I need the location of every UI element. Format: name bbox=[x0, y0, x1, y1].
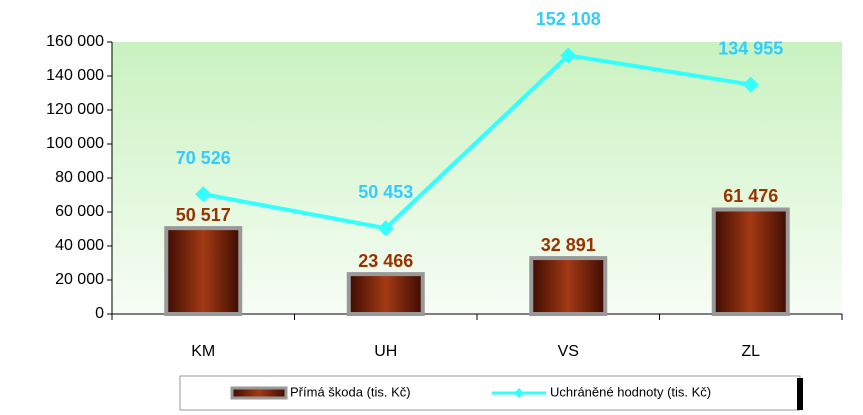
legend-label: Přímá škoda (tis. Kč) bbox=[290, 384, 411, 399]
y-tick-label: 100 000 bbox=[46, 135, 104, 152]
bar-value-label: 32 891 bbox=[541, 235, 596, 255]
line-value-label: 50 453 bbox=[358, 182, 413, 202]
y-tick-label: 140 000 bbox=[46, 67, 104, 84]
line-value-label: 70 526 bbox=[176, 148, 231, 168]
line-marker bbox=[377, 220, 394, 237]
bar bbox=[164, 226, 243, 316]
bar-value-label: 23 466 bbox=[358, 251, 413, 271]
y-tick-label: 20 000 bbox=[55, 271, 104, 288]
y-tick-label: 0 bbox=[95, 305, 104, 322]
line-marker bbox=[560, 47, 577, 64]
legend-label: Uchráněné hodnoty (tis. Kč) bbox=[550, 384, 711, 399]
x-tick-label: VS bbox=[558, 343, 579, 360]
bar-value-label: 50 517 bbox=[176, 205, 231, 225]
bar bbox=[346, 272, 425, 316]
legend-marker bbox=[514, 388, 524, 398]
x-tick-label: KM bbox=[191, 343, 215, 360]
bar-value-label: 61 476 bbox=[723, 186, 778, 206]
y-tick-label: 80 000 bbox=[55, 169, 104, 186]
bar bbox=[711, 207, 790, 316]
x-tick-label: ZL bbox=[741, 343, 760, 360]
y-tick-label: 40 000 bbox=[55, 237, 104, 254]
y-tick-label: 160 000 bbox=[46, 33, 104, 50]
line-marker bbox=[195, 186, 212, 203]
line bbox=[202, 53, 752, 231]
x-tick-label: UH bbox=[374, 343, 397, 360]
line-value-label: 134 955 bbox=[718, 38, 783, 58]
y-tick-label: 60 000 bbox=[55, 203, 104, 220]
bar bbox=[529, 256, 608, 316]
line-marker bbox=[742, 76, 759, 93]
y-tick-label: 120 000 bbox=[46, 101, 104, 118]
legend-edge bbox=[797, 378, 803, 410]
line-value-label: 152 108 bbox=[536, 9, 601, 29]
legend-swatch bbox=[230, 386, 288, 400]
